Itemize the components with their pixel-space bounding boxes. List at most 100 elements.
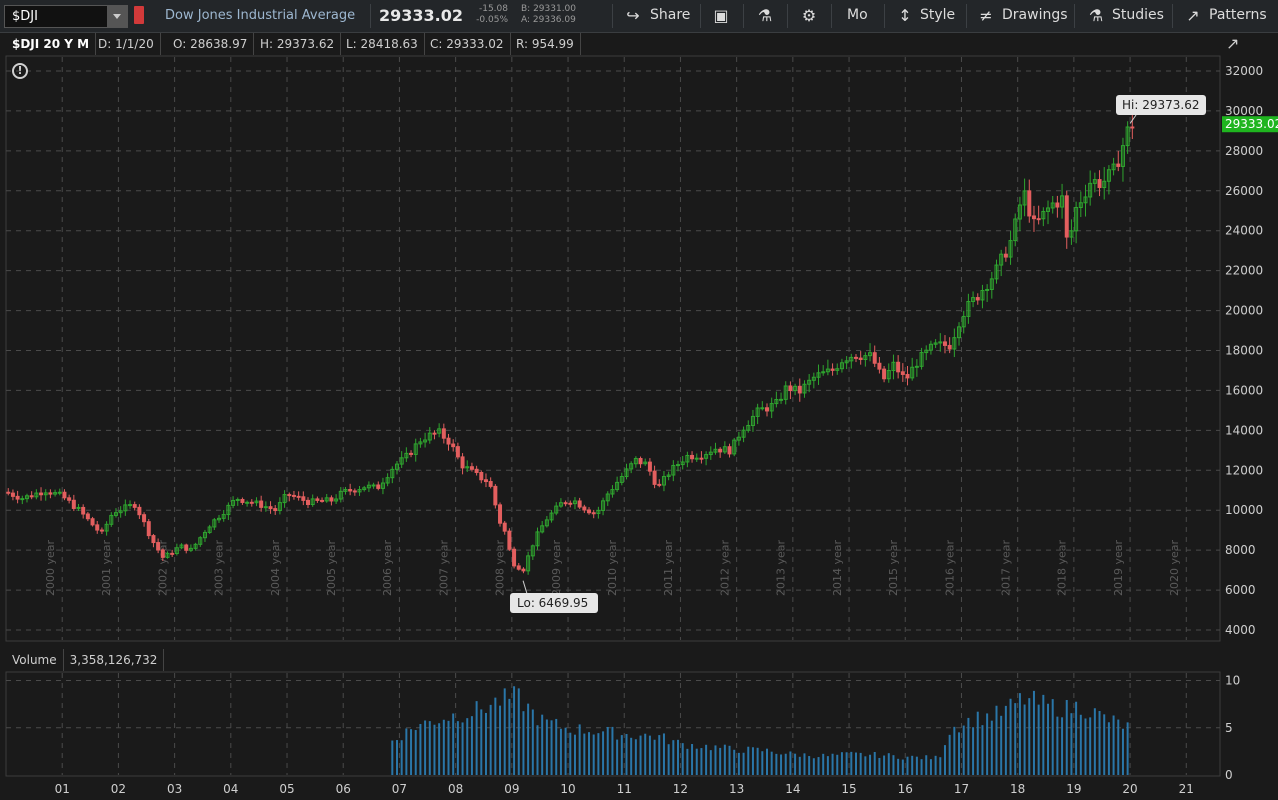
last-price: 29333.02 [379,6,464,25]
patterns-button[interactable]: Patterns [1209,7,1267,23]
candle-body [306,499,311,506]
alert-icon[interactable]: ! [12,63,28,79]
candle-body [29,495,34,498]
candle-body [142,514,147,523]
candle-body [863,355,868,361]
candle-body [657,483,662,486]
flask-icon[interactable]: ⚗ [757,6,773,25]
price-axis[interactable]: 4000 6000 8000 10000 12000 14000 16000 18000 200… [1225,64,1263,637]
candle-body [507,530,512,550]
year-label: 2014 year [831,539,844,596]
candle-body [34,492,39,498]
bar-range: R: 954.99 [510,33,581,55]
candle-body [1017,204,1022,220]
candle-body [95,524,100,531]
candle-body [886,370,891,380]
candle-body [146,521,151,537]
price-tick-label: 8000 [1225,543,1256,557]
chart-symbol-period[interactable]: $DJI 20 Y M [6,33,97,55]
year-label: 2018 year [1056,539,1069,596]
time-tick-label: 04 [223,782,238,796]
candle-body [235,498,240,501]
drawings-button[interactable]: Drawings [1002,7,1068,23]
candle-body [1008,240,1013,258]
candle-body [441,428,446,439]
divider [1074,4,1075,28]
candle-body [549,512,554,521]
candle-body [919,352,924,367]
studies-icon[interactable]: ⚗ [1088,6,1104,25]
drawings-icon[interactable]: ≠ [979,6,993,25]
candle-body [329,497,334,502]
candle-body [202,531,207,539]
share-button[interactable]: Share [650,7,691,23]
candle-body [530,545,535,557]
symbol-input[interactable]: $DJI [4,5,128,28]
volume-bars [391,686,1129,775]
time-axis[interactable]: 01 02 03 04 05 06 07 08 09 10 11 12 13 14 15 16 17 18 19 20… [55,782,1194,796]
candle-body [704,454,709,459]
candle-body [15,495,20,500]
callout-leader [1129,114,1137,124]
bid-price: B: 29331.00 [521,4,577,14]
studies-button[interactable]: Studies [1112,7,1164,23]
candle-body [661,476,666,486]
candle-body [722,446,727,453]
news-icon[interactable]: ▣ [713,6,729,25]
gear-icon[interactable]: ⚙ [801,6,817,25]
candle-body [554,505,559,514]
time-tick-label: 10 [560,782,575,796]
candle-body [1055,202,1060,208]
year-label: 2000 year [44,539,57,596]
candle-body [938,341,943,344]
candle-body [413,443,418,455]
chevron-down-icon[interactable] [107,6,127,27]
price-tick-label: 14000 [1225,423,1263,437]
candles [6,115,1135,575]
style-button[interactable]: Style [920,7,956,23]
candle-body [853,356,858,359]
candle-body [371,484,376,487]
candle-body [558,502,563,507]
year-label: 2020 year [1168,539,1181,596]
volume-axis[interactable]: 10 5 0 [1225,674,1240,782]
flag-icon[interactable] [134,6,144,24]
candle-body [980,290,985,301]
candle-body [291,494,296,497]
candle-body [277,502,282,512]
candle-body [1111,163,1116,171]
patterns-icon[interactable]: ↗ [1186,6,1200,25]
bar-close: C: 29333.02 [424,33,511,55]
time-tick-label: 18 [1010,782,1025,796]
candle-body [451,443,456,448]
time-tick-label: 01 [55,782,70,796]
candle-body [240,498,245,503]
candle-body [498,504,503,524]
style-icon[interactable]: ↕ [898,6,912,25]
candle-body [844,360,849,364]
time-tick-label: 12 [673,782,688,796]
candle-body [633,458,638,465]
candle-body [39,492,44,496]
candle-body [1046,207,1051,212]
chart-mode-icon[interactable]: ↗ [1226,34,1240,53]
candle-body [418,441,423,445]
candle-body [858,357,863,361]
aggregation-period-button[interactable]: Mo [847,7,868,23]
candle-body [741,429,746,438]
candle-body [160,549,165,558]
candle-body [404,452,409,459]
price-tick-label: 24000 [1225,224,1263,238]
candle-body [1022,190,1027,206]
candle-body [638,458,643,465]
candle-body [615,481,620,491]
candle-body [975,297,980,301]
candle-body [357,489,362,493]
share-icon[interactable]: ↪ [626,6,640,25]
candle-body [390,468,395,479]
volume-value: 3,358,126,732 [64,649,165,671]
candle-body [366,484,371,489]
candle-body [961,315,966,328]
candle-body [521,568,526,572]
